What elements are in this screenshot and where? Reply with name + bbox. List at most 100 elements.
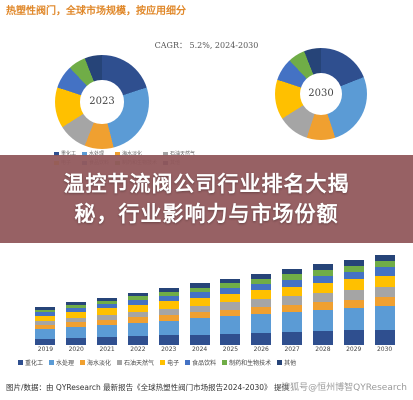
stacked-bar (158, 288, 179, 345)
legend-item: 食品饮料 (185, 358, 216, 367)
bar-segment (35, 324, 56, 329)
legend-item: 水处理 (49, 358, 74, 367)
bar-segment (312, 293, 333, 303)
stacked-bar (220, 278, 241, 345)
bar-segment (127, 304, 148, 312)
bar-segment (127, 311, 148, 318)
bar-segment (312, 302, 333, 311)
bar-segment (282, 279, 303, 287)
bar-segment (220, 283, 241, 288)
legend-item: 水处理 (82, 150, 109, 157)
stacked-bar (343, 259, 364, 345)
bar-segment (127, 322, 148, 337)
bar-segment (158, 296, 179, 302)
headline-line-1: 温控节流阀公司行业排名大揭 (63, 172, 350, 196)
bar-segment (158, 292, 179, 297)
bar-segment (343, 271, 364, 280)
x-tick-label: 2020 (68, 346, 84, 353)
stacked-bar (251, 273, 272, 345)
stacked-bar (35, 307, 56, 345)
bar-segment (282, 296, 303, 305)
bar-segment (220, 333, 241, 345)
x-tick-label: 2023 (161, 346, 177, 353)
bar-segment (343, 279, 364, 291)
legend-swatch (163, 151, 169, 156)
bar-segment (374, 275, 395, 288)
x-tick-label: 2027 (284, 346, 300, 353)
legend-swatch (80, 360, 86, 365)
bar-chart-legend: 重化工 水处理 海水淡化 石油天然气 电子 食品饮料 制药和生物技术 其他 (18, 358, 296, 367)
bar-segment (158, 308, 179, 315)
bar-segment (282, 274, 303, 280)
bar-chart-x-axis: 2019 2020 2021 2022 2023 2024 2025 2026 2027 2028… (30, 346, 400, 356)
stacked-bar (312, 264, 333, 345)
bar-segment (251, 273, 272, 279)
donut-year-label: 2030 (299, 72, 343, 116)
legend-swatch (117, 360, 123, 365)
legend-swatch (49, 360, 55, 365)
legend-swatch (54, 151, 59, 156)
x-tick-label: 2029 (346, 346, 362, 353)
bar-segment (282, 332, 303, 345)
bar-segment (312, 269, 333, 276)
bar-segment (66, 312, 87, 318)
bar-segment (66, 337, 87, 345)
legend-item: 重化工 (18, 358, 43, 367)
headline-line-2: 秘，行业影响力与市场份额 (74, 202, 339, 226)
bar-segment (343, 290, 364, 300)
bar-segment (312, 275, 333, 283)
bar-segment (282, 286, 303, 297)
bar-segment (189, 291, 210, 298)
bar-segment (251, 290, 272, 300)
bar-segment (127, 292, 148, 297)
bar-segment (343, 259, 364, 266)
bar-segment (220, 316, 241, 334)
bar-segment (282, 312, 303, 333)
bar-segment (35, 315, 56, 321)
stacked-bar (66, 302, 87, 345)
bar-segment (312, 310, 333, 332)
bar-segment (189, 318, 210, 335)
donut-year-label: 2023 (80, 80, 124, 124)
stacked-bar (374, 254, 395, 345)
legend-swatch (185, 360, 191, 365)
x-tick-label: 2022 (130, 346, 146, 353)
bar-segment (97, 336, 118, 345)
bar-segment (189, 297, 210, 306)
x-tick-label: 2024 (191, 346, 208, 353)
legend-swatch (277, 360, 283, 365)
stacked-bar (97, 297, 118, 345)
stacked-bar (127, 292, 148, 345)
legend-item: 石油天然气 (117, 358, 154, 367)
bar-segment (251, 314, 272, 333)
bar-segment (343, 330, 364, 345)
bar-segment (66, 322, 87, 327)
bar-segment (66, 317, 87, 323)
x-tick-label: 2030 (376, 346, 393, 353)
bar-segment (158, 301, 179, 309)
legend-item: 海水淡化 (115, 150, 157, 157)
bar-segment (343, 308, 364, 331)
bar-segment (66, 308, 87, 313)
bar-segment (35, 312, 56, 316)
bar-segment (189, 305, 210, 313)
cagr-label: CAGR： 5.2%, 2024-2030 (154, 41, 259, 50)
bar-segment (97, 319, 118, 325)
bar-segment (189, 283, 210, 288)
x-tick-label: 2028 (315, 346, 331, 353)
legend-swatch (222, 360, 228, 365)
bar-segment (158, 320, 179, 336)
x-tick-label: 2019 (37, 346, 54, 353)
x-tick-label: 2021 (99, 346, 115, 353)
bar-segment (66, 326, 87, 338)
bar-segment (220, 278, 241, 284)
legend-swatch (18, 360, 23, 365)
bar-segment (66, 302, 87, 306)
chart-caption: 热塑性阀门，全球市场规模，按应用细分 (6, 6, 186, 17)
watermark: 搜狐号@恒州博智QYResearch (281, 383, 407, 393)
bar-segment (35, 320, 56, 325)
bar-segment (374, 329, 395, 345)
bar-segment (374, 287, 395, 298)
bar-segment (374, 267, 395, 276)
bar-segment (374, 297, 395, 307)
